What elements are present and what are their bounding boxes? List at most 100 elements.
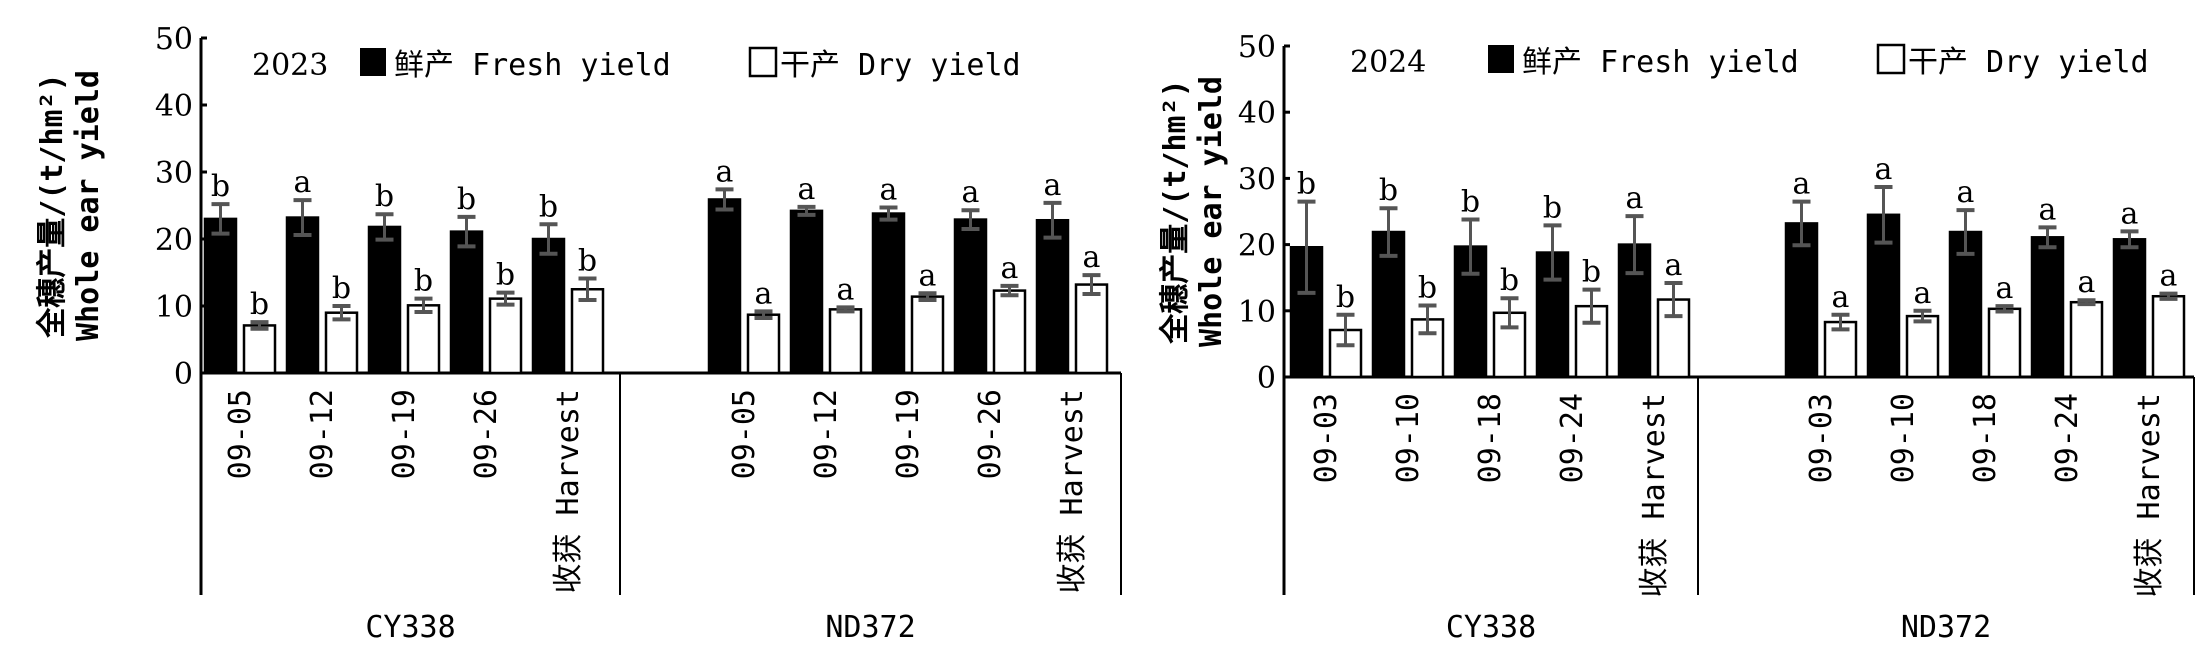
x-category-label: 09-26 [973,389,1008,479]
x-category-label: 收获 Harvest [2132,393,2167,598]
significance-letter-fresh: b [1461,184,1480,219]
significance-letter-fresh: b [1379,173,1398,208]
significance-letter-fresh: a [880,173,898,208]
x-category-label: 09-10 [1886,393,1921,483]
bar-fresh [707,198,742,375]
legend-fresh-label: 鲜产 Fresh yield [1522,45,1799,80]
significance-letter-fresh: b [539,189,558,224]
group-label: ND372 [825,610,915,645]
significance-letter-fresh: a [1626,181,1644,216]
bar-fresh [2112,238,2147,379]
x-category-label: 09-18 [1968,393,2003,483]
bar-dry [910,295,945,375]
bar-dry [242,324,277,375]
bar-fresh [953,218,988,375]
bar-dry [1074,283,1109,375]
bar-dry [2069,300,2104,379]
significance-letter-dry: b [496,258,515,293]
significance-letter-dry: b [1418,271,1437,306]
significance-letter-fresh: a [1957,175,1975,210]
x-category-label: 收获 Harvest [551,389,586,594]
significance-letter-dry: a [837,272,855,307]
significance-letter-dry: a [1914,276,1932,311]
bar-dry [1987,307,2022,379]
bar-dry [2151,294,2186,379]
x-category-label: 09-03 [1804,393,1839,483]
significance-letter-fresh: a [294,165,312,200]
x-category-label: 09-19 [891,389,926,479]
significance-letter-dry: a [919,258,937,293]
y-tick-label: 20 [155,223,193,258]
bar-dry [488,297,523,375]
bar-dry [406,304,441,375]
panel-2024: 0 10 20 30 40 50 全穗产量/(t/hm²) Whole ear yield 20… [1158,30,2195,645]
significance-letter-fresh: b [211,169,230,204]
bar-dry [1905,314,1940,379]
bar-fresh [2030,236,2065,379]
legend-fresh-label: 鲜产 Fresh yield [394,48,671,83]
significance-letter-fresh: b [1543,190,1562,225]
y-tick-label: 0 [174,357,193,392]
significance-letter-fresh: a [716,154,734,189]
significance-letter-dry: a [2160,259,2178,294]
group-label: CY338 [1446,610,1536,645]
x-category-label: 09-12 [305,389,340,479]
significance-letter-fresh: a [1044,168,1062,203]
significance-letter-dry: b [1500,263,1519,298]
significance-letter-dry: a [2078,265,2096,300]
significance-letter-dry: b [332,271,351,306]
y-tick-label: 30 [155,156,193,191]
y-axis-label-cn: 全穗产量/(t/hm²) [1158,79,1193,345]
bar-fresh [531,237,566,375]
y-tick-label: 50 [155,22,193,57]
significance-letter-dry: a [1083,240,1101,275]
y-tick-label: 40 [1238,96,1276,131]
significance-letter-dry: a [755,276,773,311]
bar-fresh [1035,218,1070,375]
x-category-label: 09-24 [2050,393,2085,483]
significance-letter-dry: b [250,287,269,322]
group-label: ND372 [1901,610,1991,645]
bar-dry [1823,320,1858,379]
y-axis-label-cn: 全穗产量/(t/hm²) [35,73,70,339]
significance-letter-fresh: b [1297,167,1316,202]
y-axis-label-en: Whole ear yield [71,70,106,341]
panel-2023: 0 10 20 30 40 50 全穗产量/(t/hm²) Whole ear yield 20… [35,22,1122,645]
y-tick-label: 10 [155,290,193,325]
year-label: 2024 [1350,45,1426,80]
bar-dry [992,289,1027,375]
x-category-label: 09-26 [469,389,504,479]
bar-dry [746,313,781,375]
significance-letter-dry: b [578,244,597,279]
legend-fresh-swatch [360,48,386,76]
significance-letter-dry: b [1582,255,1601,290]
significance-letter-fresh: a [798,172,816,207]
bar-fresh [367,225,402,375]
y-tick-label: 40 [155,89,193,124]
legend-dry-swatch [748,46,778,78]
significance-letter-fresh: a [1793,167,1811,202]
bar-dry [324,311,359,375]
y-tick-label: 20 [1238,229,1276,264]
x-category-label: 收获 Harvest [1637,393,1672,598]
significance-letter-fresh: a [1875,152,1893,187]
x-category-label: 09-03 [1309,393,1344,483]
legend-dry-label: 干产 Dry yield [1908,45,2149,80]
significance-letter-dry: a [1832,280,1850,315]
significance-letter-fresh: a [2039,192,2057,227]
significance-letter-dry: a [1001,251,1019,286]
significance-letter-fresh: b [457,182,476,217]
x-category-label: 09-05 [727,389,762,479]
bar-fresh [449,230,484,375]
x-category-label: 09-24 [1555,393,1590,483]
x-category-label: 09-10 [1391,393,1426,483]
year-label: 2023 [252,48,328,83]
x-category-label: 09-18 [1473,393,1508,483]
y-axis-label-en: Whole ear yield [1194,76,1229,347]
significance-letter-fresh: a [962,175,980,210]
legend-fresh-swatch [1488,45,1514,73]
bar-fresh [871,212,906,375]
bar-fresh [203,217,238,375]
x-category-label: 09-12 [809,389,844,479]
